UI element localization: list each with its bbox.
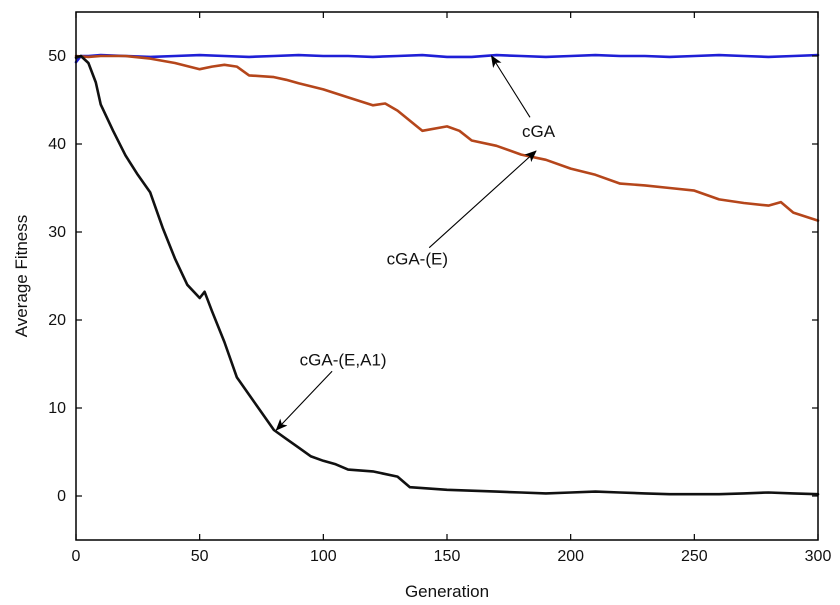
y-axis-label: Average Fitness — [12, 215, 31, 338]
annotation-cga-e-a1: cGA-(E,A1) — [300, 351, 387, 370]
plot-frame — [75, 11, 819, 541]
y-tick-label: 30 — [48, 224, 66, 241]
series-layer — [74, 53, 820, 496]
x-tick-label: 300 — [805, 548, 832, 565]
series-line-cga — [74, 53, 820, 64]
y-tick-label: 10 — [48, 400, 66, 417]
x-tick-label: 200 — [557, 548, 584, 565]
annotation-arrow — [490, 55, 531, 118]
x-tick-label: 150 — [434, 548, 461, 565]
y-tick-label: 40 — [48, 136, 66, 153]
y-tick-label: 50 — [48, 48, 66, 65]
x-tick-label: 100 — [310, 548, 337, 565]
annotation-arrow — [275, 370, 333, 431]
x-tick-label: 50 — [191, 548, 209, 565]
y-tick-label: 0 — [57, 488, 66, 505]
y-tick-label: 20 — [48, 312, 66, 329]
y-axis-ticks: 0 10 20 30 40 50 — [48, 48, 818, 505]
annotation-cga-e: cGA-(E) — [387, 249, 448, 268]
annotation-arrow — [428, 150, 537, 249]
annotation-cga: cGA — [522, 122, 556, 141]
annotation-layer: cGA cGA-(E) cGA-(E,A1) — [275, 55, 556, 431]
series-line-cga-e — [74, 54, 820, 222]
x-axis-label: Generation — [405, 582, 489, 601]
x-tick-label: 0 — [72, 548, 81, 565]
series-line-cga-e-a1 — [74, 54, 820, 496]
x-axis-ticks: 0 50 100 150 200 250 300 — [72, 12, 832, 565]
x-tick-label: 250 — [681, 548, 708, 565]
